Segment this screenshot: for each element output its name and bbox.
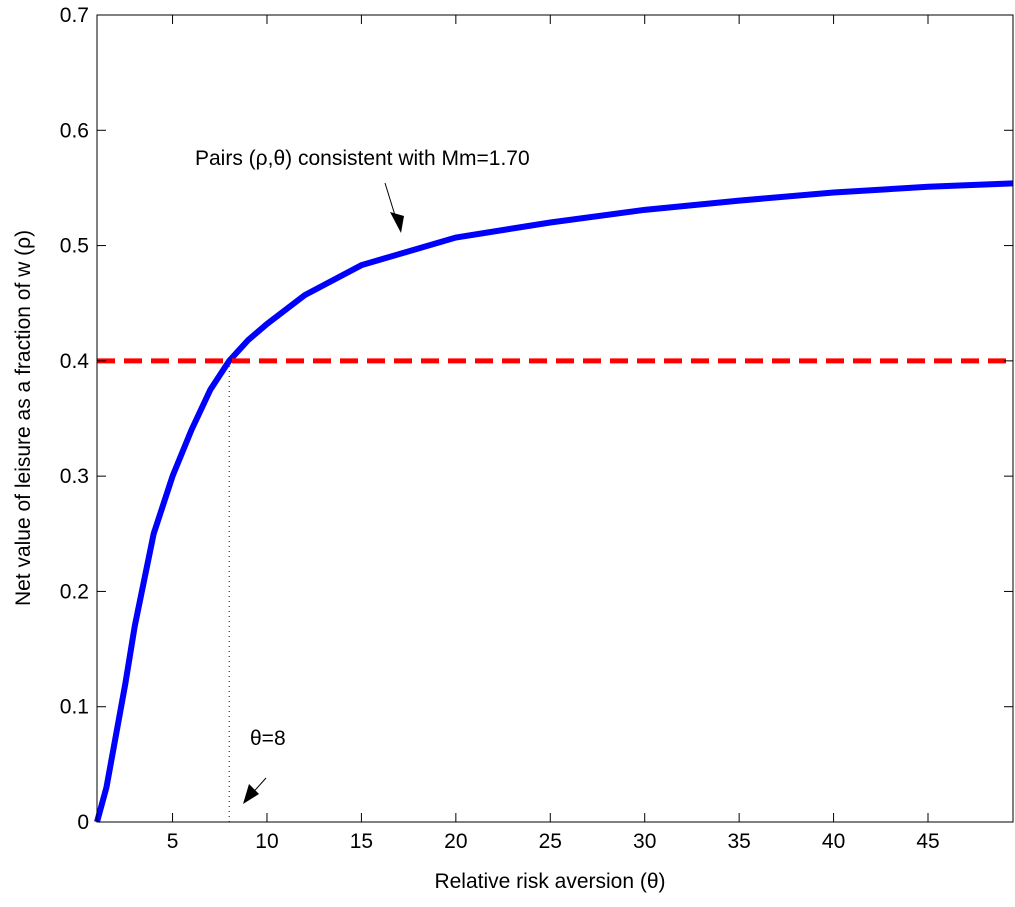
x-tick-label: 45 — [916, 830, 939, 853]
annotation: θ=8 — [250, 727, 286, 750]
y-tick-label: 0.5 — [60, 235, 89, 258]
x-tick-label: 5 — [167, 830, 179, 853]
annotation: Pairs (ρ,θ) consistent with Mm=1.70 — [195, 147, 530, 170]
x-tick-label: 25 — [539, 830, 562, 853]
x-tick-label: 40 — [822, 830, 845, 853]
plot-frame — [96, 14, 1014, 823]
x-tick-label: 15 — [350, 830, 373, 853]
y-axis-label: Net value of leisure as a fraction of w … — [12, 230, 35, 606]
y-tick-label: 0.2 — [60, 580, 89, 603]
x-tick-label: 10 — [255, 830, 278, 853]
arrow-head — [243, 784, 259, 804]
y-tick-label: 0.4 — [60, 350, 90, 373]
arrow-head — [390, 212, 404, 233]
x-tick-label: 30 — [633, 830, 656, 853]
x-tick-label: 35 — [727, 830, 750, 853]
y-tick-label: 0.1 — [60, 696, 89, 719]
data-line — [94, 180, 1014, 823]
y-tick-label: 0.3 — [60, 465, 89, 488]
x-tick-label: 20 — [444, 830, 467, 853]
x-axis-label: Relative risk aversion (θ) — [434, 870, 665, 893]
y-tick-label: 0.6 — [60, 119, 89, 142]
y-tick-label: 0 — [77, 811, 89, 834]
y-tick-label: 0.7 — [60, 4, 89, 27]
